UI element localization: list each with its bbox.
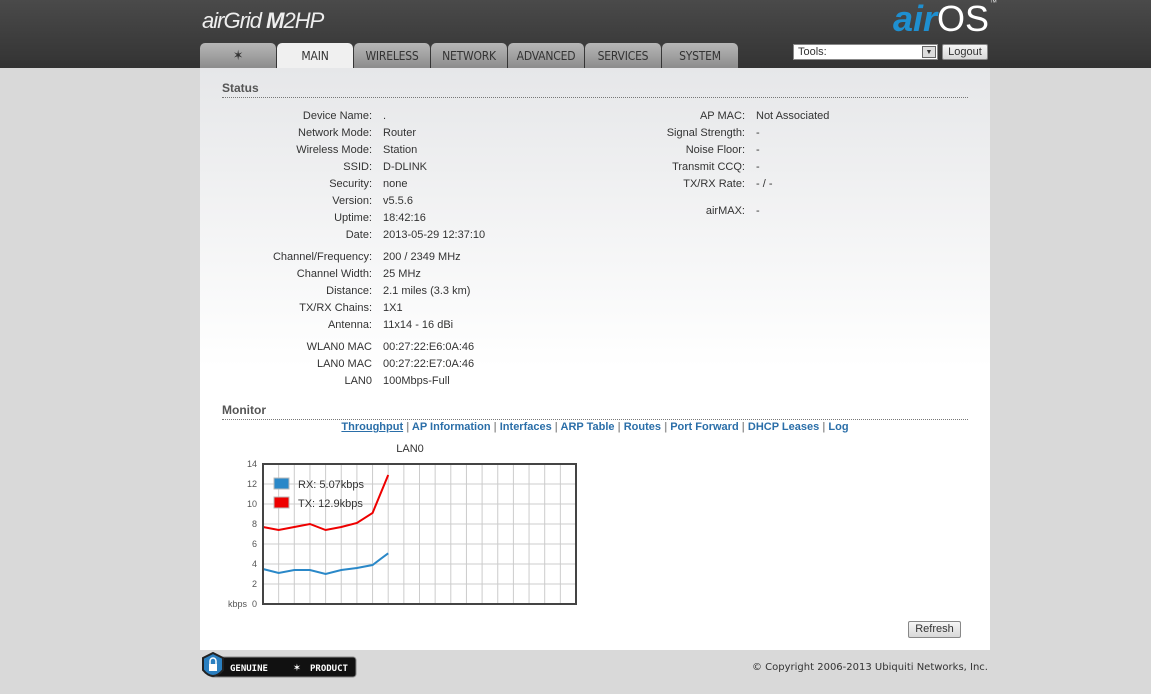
status-value: - [756, 161, 760, 173]
status-heading: Status [222, 81, 968, 98]
status-value: Station [383, 144, 418, 156]
monitor-link-interfaces[interactable]: Interfaces [499, 421, 552, 433]
status-value: 00:27:22:E7:0A:46 [383, 358, 475, 370]
y-tick-label: 12 [247, 479, 257, 489]
status-label: Channel Width: [296, 268, 372, 280]
link-separator: | [661, 421, 671, 433]
status-label: Network Mode: [298, 127, 372, 139]
link-separator: | [403, 421, 412, 433]
status-label: Uptime: [334, 212, 372, 224]
status-value: D-DLINK [383, 161, 428, 173]
link-separator: | [490, 421, 500, 433]
status-label: Noise Floor: [685, 144, 745, 156]
link-separator: | [614, 421, 624, 433]
monitor-link-throughput[interactable]: Throughput [341, 421, 404, 433]
tab-main[interactable]: MAIN [277, 43, 353, 69]
monitor-links: Throughput | AP Information | Interfaces… [200, 421, 990, 433]
main-panel: Status Device Name:. Network Mode: Router W… [200, 68, 990, 650]
y-tick-label: 8 [252, 519, 257, 529]
y-tick-label: 2 [252, 579, 257, 589]
status-value: 18:42:16 [383, 212, 426, 224]
genuine-product-badge: GENUINE ✶ PRODUCT [200, 651, 358, 682]
status-value: . [383, 110, 387, 122]
status-label: airMAX: [705, 205, 745, 217]
copyright: © Copyright 2006-2013 Ubiquiti Networks,… [752, 662, 988, 673]
legend-swatch [273, 477, 290, 490]
status-value: - [756, 144, 760, 156]
status-value: Router [383, 127, 417, 139]
legend-swatch [273, 496, 290, 509]
status-label: Transmit CCQ: [672, 161, 745, 173]
status-label: TX/RX Chains: [299, 302, 372, 314]
status-label: Wireless Mode: [296, 144, 372, 156]
status-value: 100Mbps-Full [383, 375, 450, 387]
status-value: - / - [756, 178, 773, 190]
status-value: 00:27:22:E6:0A:46 [383, 341, 475, 353]
tab-network[interactable]: NETWORK [431, 43, 507, 68]
y-tick-label: 0 [252, 599, 257, 609]
monitor-link-log[interactable]: Log [828, 421, 849, 433]
status-label: LAN0 [344, 375, 372, 387]
monitor-link-routes[interactable]: Routes [623, 421, 662, 433]
status-label: Version: [332, 195, 372, 207]
genuine-label: GENUINE [230, 664, 268, 674]
status-value: v5.5.6 [383, 195, 413, 207]
status-label: Signal Strength: [666, 127, 745, 139]
link-separator: | [738, 421, 748, 433]
status-value: - [756, 127, 760, 139]
product-label: PRODUCT [310, 664, 349, 674]
status-label: LAN0 MAC [316, 358, 372, 370]
status-label: Date: [345, 229, 372, 241]
y-tick-label: 10 [247, 499, 257, 509]
status-label: AP MAC: [699, 110, 745, 122]
chart-title: LAN0 [396, 443, 424, 455]
status-value: none [383, 178, 408, 190]
status-value: 2.1 miles (3.3 km) [383, 285, 471, 297]
tab-system[interactable]: SYSTEM [662, 43, 738, 68]
plot-border [262, 463, 577, 605]
monitor-heading: Monitor [222, 403, 968, 420]
status-value: 25 MHz [383, 268, 421, 280]
status-value: - [756, 205, 760, 217]
status-label: TX/RX Rate: [683, 178, 745, 190]
y-tick-label: 6 [252, 539, 257, 549]
status-label: Device Name: [302, 110, 372, 122]
status-value: 200 / 2349 MHz [383, 251, 461, 263]
refresh-button[interactable]: Refresh [908, 621, 961, 638]
legend-label: TX: 12.9kbps [298, 498, 363, 510]
ubiquiti-logo-icon: ✶ [293, 663, 301, 674]
status-value: Not Associated [756, 110, 830, 122]
monitor-link-arp-table[interactable]: ARP Table [560, 421, 615, 433]
status-value: 11x14 - 16 dBi [383, 319, 454, 331]
logout-button[interactable]: Logout [942, 44, 988, 60]
throughput-chart: 0 2 4 6 8 10 12 14 kbps LAN0 RX: 5.07kbps TX: 12.9k… [228, 443, 577, 609]
y-tick-label: 4 [252, 559, 257, 569]
ubiquiti-logo-icon: ✶ [232, 48, 244, 64]
link-separator: | [551, 421, 561, 433]
status-value: 1X1 [383, 302, 403, 314]
monitor-link-dhcp-leases[interactable]: DHCP Leases [747, 421, 820, 433]
chevron-down-icon: ▼ [922, 46, 936, 58]
status-label: Antenna: [327, 319, 372, 331]
product-logo: airGrid M2HP [202, 8, 324, 33]
tab-advanced[interactable]: ADVANCED [508, 43, 584, 68]
tab-ubiquiti-logo[interactable]: ✶ [200, 43, 276, 68]
status-label: Security: [329, 178, 372, 190]
status-label: SSID: [343, 161, 372, 173]
airos-logo: airOS™ [893, 0, 998, 39]
y-axis-label: kbps [228, 599, 248, 609]
tools-select[interactable]: Tools: ▼ [793, 44, 938, 60]
tab-services[interactable]: SERVICES [585, 43, 661, 68]
status-label: Distance: [326, 285, 372, 297]
y-tick-label: 14 [247, 459, 257, 469]
status-value: 2013-05-29 12:37:10 [383, 229, 486, 241]
link-separator: | [819, 421, 829, 433]
monitor-link-ap-information[interactable]: AP Information [411, 421, 491, 433]
legend-label: RX: 5.07kbps [298, 479, 365, 491]
status-label: Channel/Frequency: [272, 251, 372, 263]
tab-wireless[interactable]: WIRELESS [354, 43, 430, 68]
monitor-link-port-forward[interactable]: Port Forward [670, 421, 739, 433]
status-label: WLAN0 MAC [306, 341, 372, 353]
